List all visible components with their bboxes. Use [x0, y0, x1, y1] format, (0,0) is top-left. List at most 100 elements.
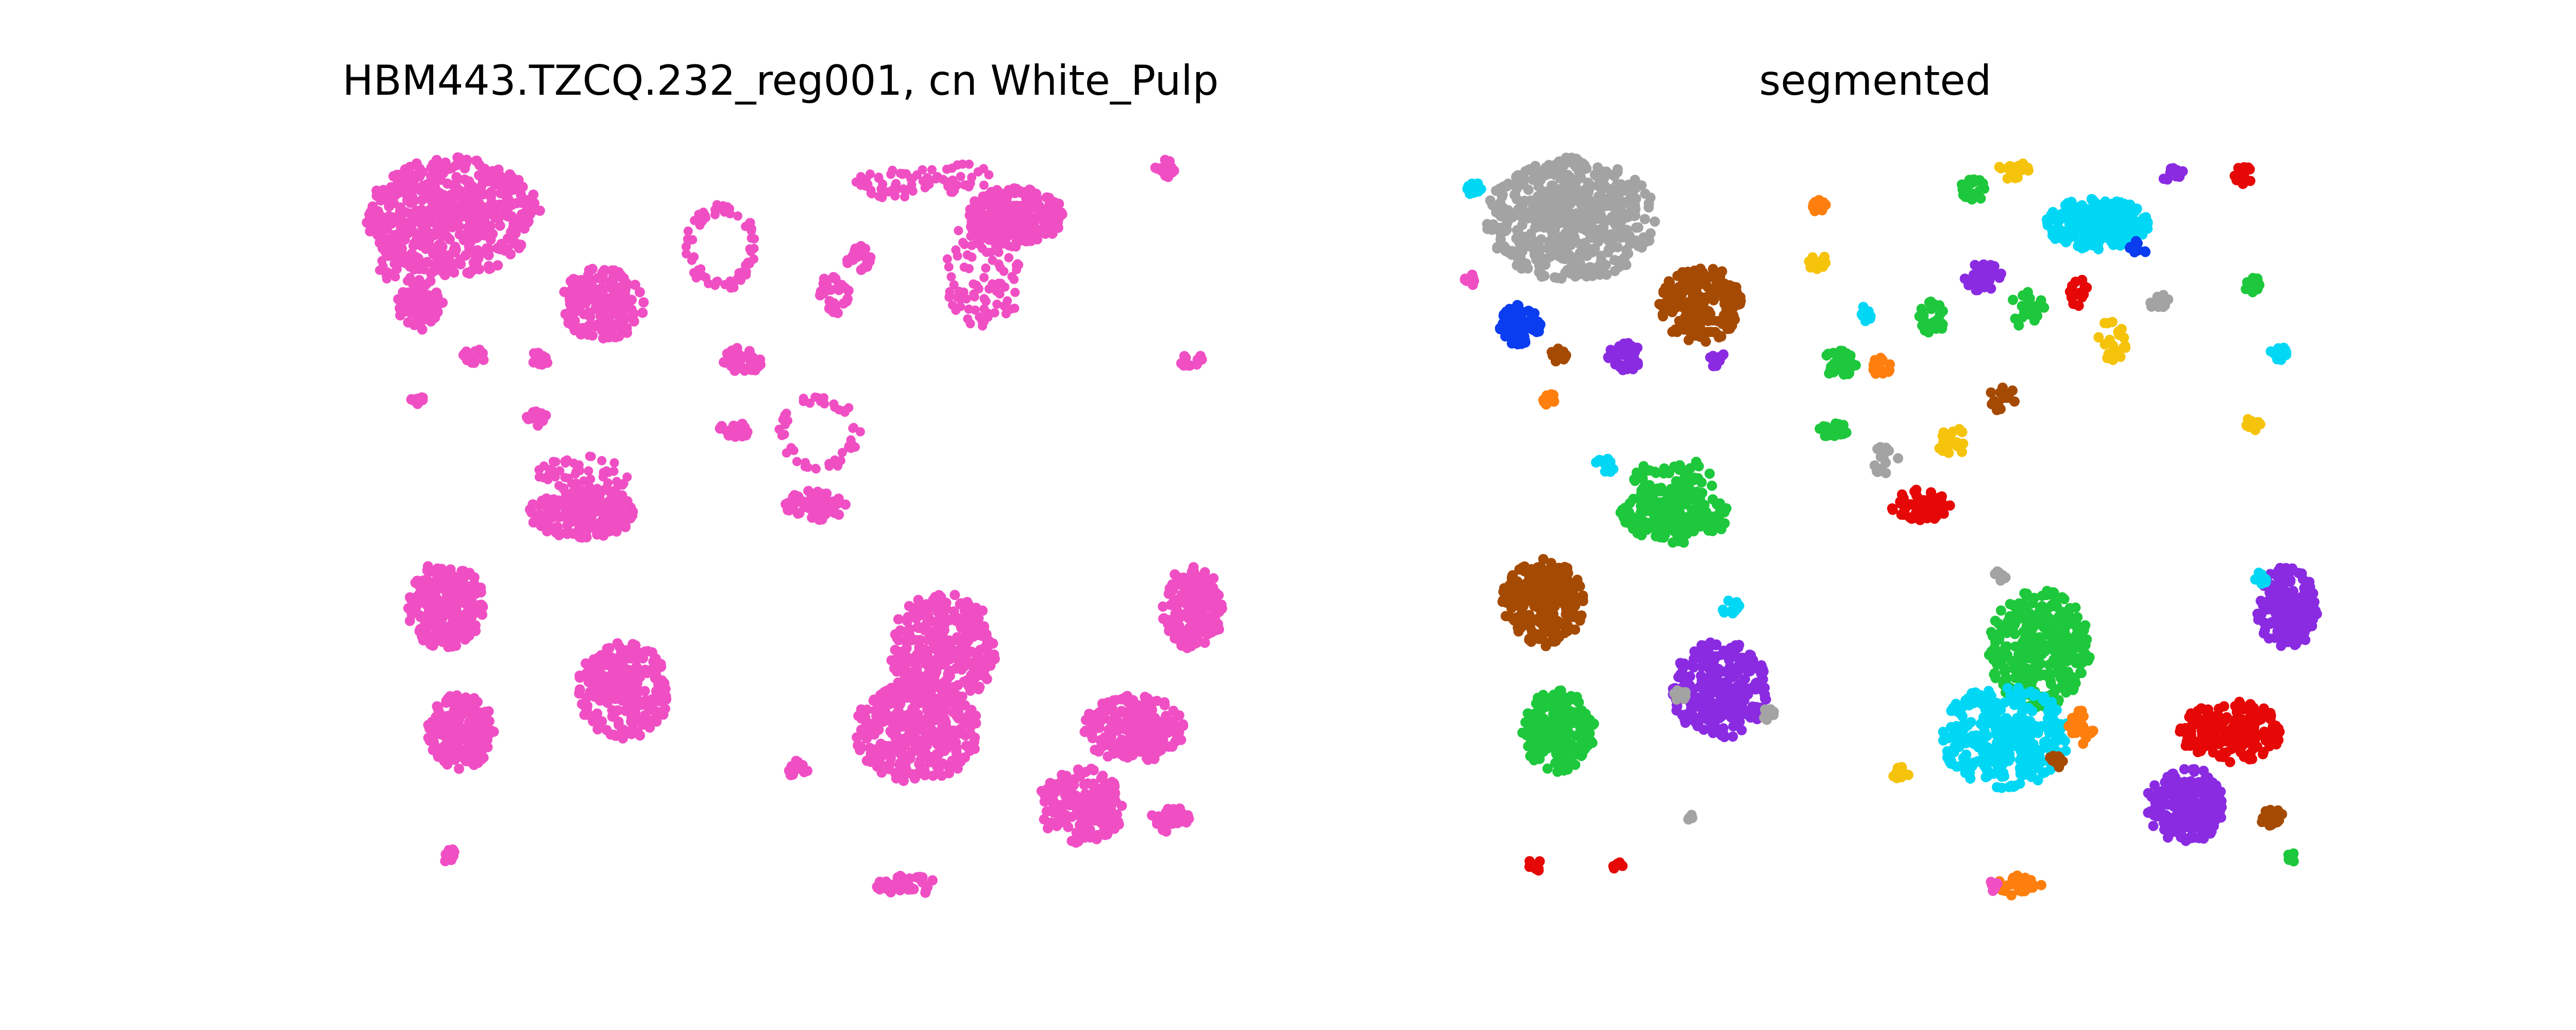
cell-point	[1584, 244, 1595, 254]
cell-point	[982, 308, 992, 318]
cell-point	[1522, 263, 1533, 274]
cell-point	[1603, 454, 1614, 465]
cluster	[1591, 454, 1619, 477]
cell-point	[460, 598, 471, 609]
cell-point	[1593, 225, 1604, 235]
cell-point	[1070, 774, 1080, 784]
cell-point	[1604, 184, 1615, 195]
cell-point	[1011, 242, 1021, 252]
cell-point	[1145, 701, 1156, 712]
cell-point	[830, 455, 840, 465]
cell-point	[948, 725, 959, 736]
cell-point	[510, 182, 520, 193]
cell-point	[436, 729, 447, 740]
cell-point	[720, 207, 730, 217]
cell-point	[1571, 252, 1582, 263]
cell-point	[630, 694, 640, 705]
cell-point	[1685, 314, 1696, 325]
cell-point	[1184, 623, 1195, 633]
cell-point	[1733, 299, 1744, 310]
cell-point	[1671, 508, 1682, 519]
cell-point	[1495, 324, 1505, 335]
cell-point	[1588, 207, 1599, 218]
cell-point	[1045, 778, 1056, 788]
cluster	[1482, 152, 1660, 284]
cell-point	[461, 347, 471, 358]
cell-point	[528, 190, 539, 200]
cell-point	[415, 297, 426, 307]
cell-point	[930, 644, 941, 655]
cell-point	[495, 220, 505, 231]
cell-point	[1574, 238, 1585, 249]
cell-point	[1180, 355, 1191, 366]
cell-point	[802, 765, 812, 776]
cell-point	[1620, 503, 1631, 513]
cell-point	[962, 250, 972, 260]
cell-point	[1618, 365, 1628, 375]
cell-point	[922, 740, 932, 751]
cell-point	[941, 656, 952, 667]
cluster	[1495, 300, 1546, 350]
cell-point	[1181, 817, 1192, 828]
cell-point	[1170, 633, 1180, 644]
cell-point	[1675, 287, 1686, 298]
cell-point	[973, 613, 984, 624]
cell-point	[1672, 270, 1683, 281]
cell-point	[994, 226, 1003, 236]
cell-point	[1213, 619, 1223, 629]
cluster	[1705, 349, 1729, 371]
cluster	[440, 844, 460, 867]
cell-point	[554, 480, 564, 490]
cell-point	[1687, 269, 1698, 280]
cell-point	[1103, 734, 1114, 745]
cell-point	[892, 872, 903, 883]
cluster	[393, 274, 448, 335]
cell-point	[1187, 600, 1197, 611]
cell-point	[904, 680, 914, 691]
cell-point	[1548, 180, 1558, 191]
cell-point	[450, 595, 461, 605]
cell-point	[481, 243, 492, 254]
cell-point	[820, 399, 829, 409]
cell-point	[613, 705, 623, 716]
cell-point	[1147, 810, 1158, 821]
cell-point	[1719, 299, 1730, 310]
cell-point	[978, 321, 987, 331]
cell-point	[951, 615, 961, 626]
cell-point	[926, 726, 937, 737]
cell-point	[990, 308, 999, 318]
cell-point	[1111, 695, 1122, 706]
cell-point	[411, 211, 422, 222]
cell-point	[1506, 249, 1517, 260]
cell-point	[409, 320, 420, 330]
cell-point	[1625, 238, 1636, 249]
cell-point	[608, 307, 619, 318]
cell-point	[1728, 286, 1738, 297]
cell-point	[892, 690, 903, 701]
cell-point	[963, 611, 974, 622]
cell-point	[1699, 297, 1709, 307]
cell-point	[828, 272, 839, 283]
cell-point	[986, 211, 996, 220]
cell-point	[473, 197, 484, 208]
cell-point	[478, 204, 488, 215]
cell-point	[1643, 202, 1654, 213]
cell-point	[995, 219, 1005, 229]
cell-point	[971, 203, 982, 214]
cell-point	[958, 159, 968, 169]
cluster	[842, 241, 876, 275]
cell-point	[419, 181, 430, 192]
cell-point	[1601, 215, 1612, 226]
cell-point	[1560, 352, 1570, 363]
cell-point	[402, 195, 413, 205]
cell-point	[410, 172, 420, 183]
cell-point	[433, 717, 444, 728]
cell-point	[422, 565, 433, 576]
cell-point	[528, 517, 539, 528]
cell-point	[1468, 276, 1479, 287]
cluster	[528, 348, 553, 370]
cell-point	[1631, 183, 1641, 194]
cell-point	[609, 467, 619, 476]
cell-point	[867, 189, 876, 199]
cell-point	[966, 646, 977, 657]
